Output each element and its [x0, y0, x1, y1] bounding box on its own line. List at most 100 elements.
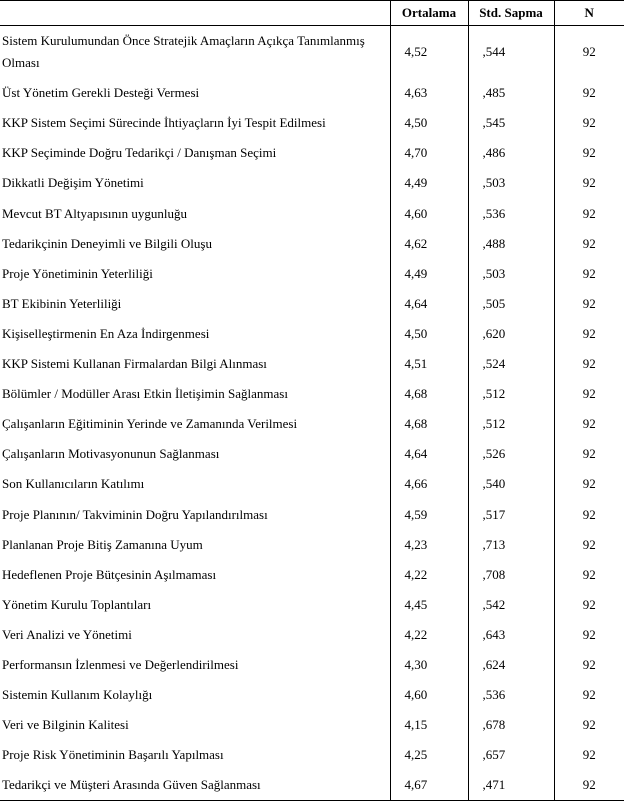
- row-mean: 4,60: [390, 199, 468, 229]
- row-label: Mevcut BT Altyapısının uygunluğu: [0, 199, 390, 229]
- row-mean: 4,62: [390, 229, 468, 259]
- row-n: 92: [554, 319, 624, 349]
- table-row: Tedarikçi ve Müşteri Arasında Güven Sağl…: [0, 770, 624, 801]
- row-n: 92: [554, 439, 624, 469]
- table-row: Veri Analizi ve Yönetimi4,22,64392: [0, 620, 624, 650]
- row-label: KKP Sistemi Kullanan Firmalardan Bilgi A…: [0, 349, 390, 379]
- row-n: 92: [554, 560, 624, 590]
- row-n: 92: [554, 770, 624, 801]
- row-mean: 4,64: [390, 439, 468, 469]
- row-n: 92: [554, 710, 624, 740]
- row-n: 92: [554, 78, 624, 108]
- row-std: ,512: [468, 379, 554, 409]
- row-std: ,624: [468, 650, 554, 680]
- row-mean: 4,64: [390, 289, 468, 319]
- row-mean: 4,70: [390, 138, 468, 168]
- row-std: ,471: [468, 770, 554, 801]
- table-row: Proje Planının/ Takviminin Doğru Yapılan…: [0, 500, 624, 530]
- row-n: 92: [554, 590, 624, 620]
- row-label: Proje Risk Yönetiminin Başarılı Yapılmas…: [0, 740, 390, 770]
- row-mean: 4,50: [390, 319, 468, 349]
- table-row: Kişiselleştirmenin En Aza İndirgenmesi4,…: [0, 319, 624, 349]
- row-mean: 4,63: [390, 78, 468, 108]
- row-label: Çalışanların Eğitiminin Yerinde ve Zaman…: [0, 409, 390, 439]
- row-std: ,536: [468, 680, 554, 710]
- row-mean: 4,60: [390, 680, 468, 710]
- row-std: ,678: [468, 710, 554, 740]
- row-std: ,657: [468, 740, 554, 770]
- row-std: ,505: [468, 289, 554, 319]
- row-n: 92: [554, 199, 624, 229]
- row-mean: 4,22: [390, 620, 468, 650]
- row-mean: 4,52: [390, 26, 468, 79]
- table-row: Proje Yönetiminin Yeterliliği4,49,50392: [0, 259, 624, 289]
- row-label: Hedeflenen Proje Bütçesinin Aşılmaması: [0, 560, 390, 590]
- row-label: Bölümler / Modüller Arası Etkin İletişim…: [0, 379, 390, 409]
- row-label: Veri Analizi ve Yönetimi: [0, 620, 390, 650]
- row-n: 92: [554, 530, 624, 560]
- row-mean: 4,67: [390, 770, 468, 801]
- row-label: Proje Planının/ Takviminin Doğru Yapılan…: [0, 500, 390, 530]
- row-n: 92: [554, 500, 624, 530]
- table-row: Veri ve Bilginin Kalitesi4,15,67892: [0, 710, 624, 740]
- table-row: Çalışanların Eğitiminin Yerinde ve Zaman…: [0, 409, 624, 439]
- row-mean: 4,68: [390, 409, 468, 439]
- table-row: Tedarikçinin Deneyimli ve Bilgili Oluşu4…: [0, 229, 624, 259]
- row-mean: 4,49: [390, 168, 468, 198]
- row-label: Tedarikçinin Deneyimli ve Bilgili Oluşu: [0, 229, 390, 259]
- row-n: 92: [554, 349, 624, 379]
- row-n: 92: [554, 680, 624, 710]
- row-label: KKP Seçiminde Doğru Tedarikçi / Danışman…: [0, 138, 390, 168]
- table-row: KKP Sistem Seçimi Sürecinde İhtiyaçların…: [0, 108, 624, 138]
- row-n: 92: [554, 650, 624, 680]
- table-row: Sistemin Kullanım Kolaylığı4,60,53692: [0, 680, 624, 710]
- row-mean: 4,66: [390, 469, 468, 499]
- row-mean: 4,49: [390, 259, 468, 289]
- row-std: ,524: [468, 349, 554, 379]
- statistics-table: Ortalama Std. Sapma N Sistem Kurulumunda…: [0, 0, 624, 801]
- row-std: ,503: [468, 168, 554, 198]
- row-label: Performansın İzlenmesi ve Değerlendirilm…: [0, 650, 390, 680]
- header-row: Ortalama Std. Sapma N: [0, 1, 624, 26]
- table-row: BT Ekibinin Yeterliliği4,64,50592: [0, 289, 624, 319]
- row-n: 92: [554, 259, 624, 289]
- row-std: ,620: [468, 319, 554, 349]
- row-mean: 4,22: [390, 560, 468, 590]
- header-std: Std. Sapma: [468, 1, 554, 26]
- table-row: KKP Sistemi Kullanan Firmalardan Bilgi A…: [0, 349, 624, 379]
- row-label: Dikkatli Değişim Yönetimi: [0, 168, 390, 198]
- table-row: Üst Yönetim Gerekli Desteği Vermesi4,63,…: [0, 78, 624, 108]
- row-mean: 4,30: [390, 650, 468, 680]
- table-row: Proje Risk Yönetiminin Başarılı Yapılmas…: [0, 740, 624, 770]
- table-row: Çalışanların Motivasyonunun Sağlanması4,…: [0, 439, 624, 469]
- row-label: BT Ekibinin Yeterliliği: [0, 289, 390, 319]
- row-label: Planlanan Proje Bitiş Zamanına Uyum: [0, 530, 390, 560]
- row-std: ,542: [468, 590, 554, 620]
- header-mean: Ortalama: [390, 1, 468, 26]
- row-label: Tedarikçi ve Müşteri Arasında Güven Sağl…: [0, 770, 390, 801]
- row-mean: 4,45: [390, 590, 468, 620]
- row-n: 92: [554, 289, 624, 319]
- row-std: ,540: [468, 469, 554, 499]
- row-std: ,526: [468, 439, 554, 469]
- row-std: ,486: [468, 138, 554, 168]
- row-label: Sistemin Kullanım Kolaylığı: [0, 680, 390, 710]
- header-blank: [0, 1, 390, 26]
- row-n: 92: [554, 409, 624, 439]
- row-mean: 4,68: [390, 379, 468, 409]
- row-label: Sistem Kurulumundan Önce Stratejik Amaçl…: [0, 26, 390, 79]
- table-row: Dikkatli Değişim Yönetimi4,49,50392: [0, 168, 624, 198]
- row-std: ,708: [468, 560, 554, 590]
- row-n: 92: [554, 379, 624, 409]
- row-n: 92: [554, 108, 624, 138]
- row-n: 92: [554, 469, 624, 499]
- row-n: 92: [554, 138, 624, 168]
- row-std: ,536: [468, 199, 554, 229]
- row-label: Yönetim Kurulu Toplantıları: [0, 590, 390, 620]
- row-std: ,544: [468, 26, 554, 79]
- row-label: Proje Yönetiminin Yeterliliği: [0, 259, 390, 289]
- row-label: Üst Yönetim Gerekli Desteği Vermesi: [0, 78, 390, 108]
- row-n: 92: [554, 168, 624, 198]
- row-label: Kişiselleştirmenin En Aza İndirgenmesi: [0, 319, 390, 349]
- table-row: Bölümler / Modüller Arası Etkin İletişim…: [0, 379, 624, 409]
